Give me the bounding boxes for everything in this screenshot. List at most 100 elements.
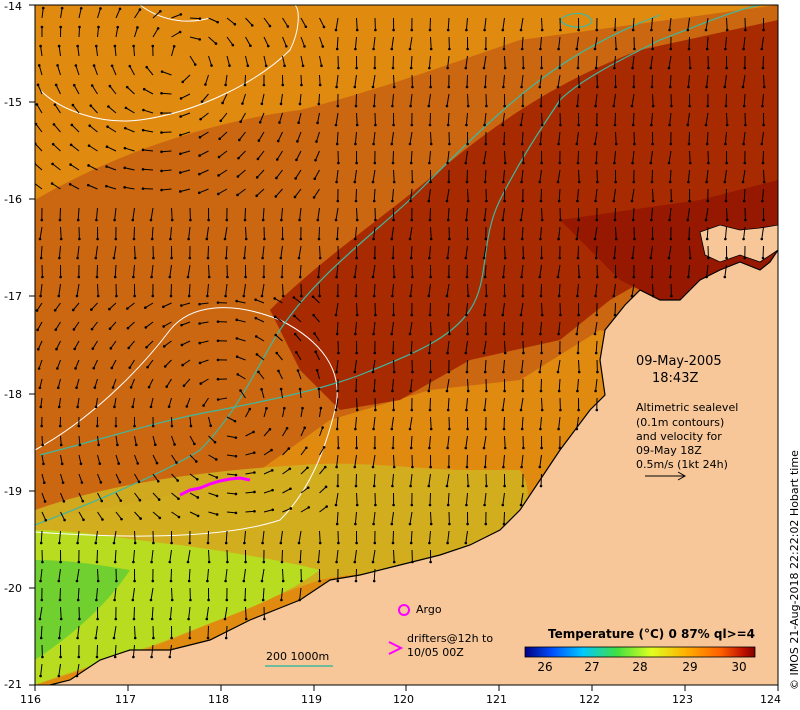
velocity-vector	[90, 105, 98, 114]
velocity-vector-head	[131, 598, 135, 602]
velocity-vector	[391, 321, 394, 335]
velocity-vector	[71, 124, 80, 133]
velocity-vector-head	[238, 138, 241, 142]
velocity-vector-head	[429, 237, 433, 241]
velocity-vector-head	[595, 123, 599, 127]
velocity-vector-head	[446, 351, 449, 355]
velocity-vector	[169, 264, 172, 278]
velocity-vector	[429, 207, 431, 221]
velocity-vector	[60, 454, 63, 464]
velocity-vector-head	[596, 370, 599, 374]
velocity-vector-head	[651, 294, 655, 298]
velocity-vector-head	[391, 351, 395, 355]
velocity-vector-head	[539, 104, 543, 108]
velocity-vector-head	[390, 332, 394, 336]
velocity-vector-head	[612, 294, 616, 298]
velocity-vector-head	[650, 180, 654, 184]
velocity-vector-head	[445, 484, 449, 488]
velocity-vector	[428, 93, 431, 107]
velocity-vector-head	[254, 316, 258, 320]
velocity-vector	[595, 378, 598, 392]
velocity-vector-head	[668, 85, 672, 89]
velocity-vector	[355, 283, 357, 297]
velocity-vector-head	[320, 64, 323, 68]
velocity-vector-head	[445, 389, 449, 393]
velocity-vector	[650, 150, 653, 164]
velocity-vector	[245, 226, 247, 240]
velocity-vector	[355, 188, 357, 202]
velocity-vector-head	[294, 177, 297, 180]
velocity-vector	[595, 283, 598, 297]
velocity-vector	[282, 468, 291, 475]
velocity-vector-head	[484, 427, 488, 431]
velocity-vector-head	[466, 237, 469, 241]
velocity-vector	[467, 378, 469, 392]
velocity-vector-head	[216, 301, 220, 304]
velocity-vector	[208, 416, 212, 426]
velocity-vector	[203, 397, 209, 406]
velocity-vector	[317, 207, 320, 221]
velocity-vector	[282, 568, 284, 582]
velocity-vector-head	[392, 370, 396, 374]
velocity-vector-head	[150, 617, 154, 621]
velocity-vector	[208, 36, 217, 44]
velocity-vector-head	[260, 388, 263, 391]
velocity-vector	[56, 359, 61, 369]
velocity-vector-head	[687, 47, 691, 51]
velocity-vector	[236, 300, 246, 304]
velocity-vector	[225, 530, 228, 544]
colorbar-tick-28: 28	[632, 660, 648, 674]
velocity-vector	[447, 340, 450, 354]
velocity-vector-head	[429, 142, 433, 146]
velocity-vector	[245, 36, 251, 46]
velocity-vector-head	[215, 494, 219, 498]
velocity-vector	[669, 112, 672, 126]
velocity-vector-head	[113, 405, 116, 409]
velocity-vector	[521, 359, 524, 373]
velocity-vector-head	[354, 104, 358, 108]
velocity-vector	[76, 568, 80, 582]
velocity-vector	[54, 302, 61, 311]
velocity-vector-head	[82, 518, 85, 522]
velocity-vector	[541, 17, 543, 31]
velocity-vector-head	[577, 123, 580, 127]
velocity-vector	[35, 123, 43, 133]
velocity-vector-head	[198, 341, 202, 345]
velocity-vector-head	[742, 104, 746, 108]
velocity-vector-head	[519, 408, 523, 412]
velocity-vector	[112, 378, 117, 388]
velocity-vector-head	[539, 142, 542, 146]
sst-warm-core	[270, 20, 778, 410]
velocity-vector	[96, 264, 98, 278]
velocity-vector-head	[292, 296, 296, 299]
velocity-vector-head	[761, 66, 765, 70]
colorbar-tick-27: 27	[584, 660, 600, 674]
velocity-vector	[521, 131, 524, 145]
velocity-vector-head	[742, 47, 745, 51]
velocity-vector	[706, 226, 709, 240]
velocity-vector-head	[428, 313, 432, 317]
velocity-vector-head	[145, 65, 149, 69]
velocity-vector-head	[335, 142, 339, 146]
velocity-vector-head	[243, 83, 247, 87]
velocity-vector-head	[371, 560, 375, 564]
velocity-vector-head	[556, 370, 560, 374]
velocity-vector-head	[96, 294, 100, 298]
velocity-vector-head	[724, 237, 727, 241]
velocity-vector-head	[539, 294, 543, 298]
x-tick-118: 118	[208, 693, 229, 706]
velocity-vector-head	[428, 161, 431, 165]
velocity-vector-head	[105, 165, 108, 168]
velocity-vector	[256, 188, 265, 197]
velocity-vector-head	[428, 541, 431, 545]
velocity-vector	[410, 283, 413, 297]
velocity-vector-head	[613, 28, 617, 32]
velocity-vector	[484, 74, 487, 88]
velocity-vector	[40, 625, 43, 639]
velocity-vector-head	[707, 161, 710, 165]
velocity-vector-head	[631, 66, 634, 70]
velocity-vector-head	[668, 275, 672, 279]
velocity-vector-head	[466, 199, 470, 203]
velocity-vector-head	[519, 28, 523, 32]
velocity-vector	[125, 107, 135, 114]
